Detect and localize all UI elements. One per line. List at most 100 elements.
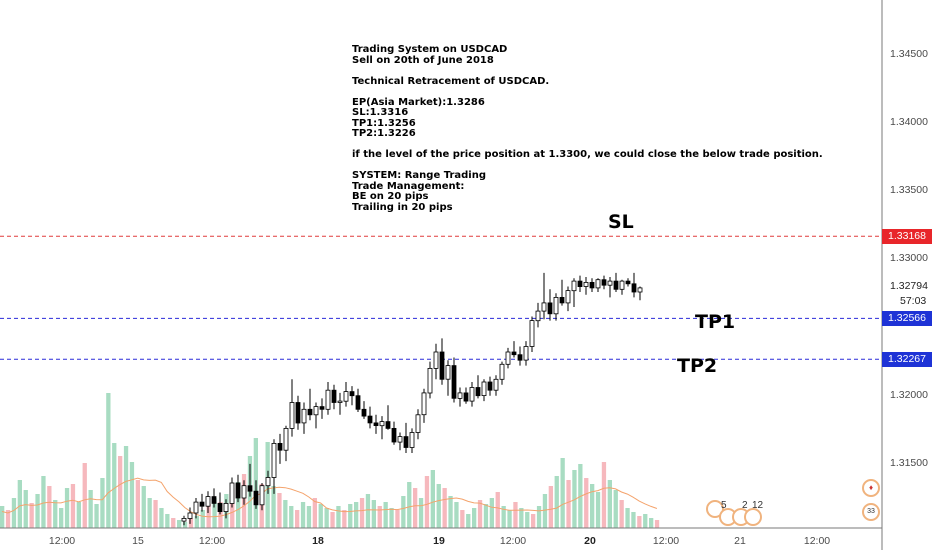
candle bbox=[409, 428, 415, 453]
volume-bar bbox=[477, 500, 483, 528]
candle bbox=[403, 422, 409, 453]
candle bbox=[259, 483, 265, 511]
volume-bar bbox=[147, 498, 152, 528]
volume-bar bbox=[637, 516, 642, 528]
volume-bar bbox=[312, 498, 317, 528]
candle bbox=[607, 277, 613, 298]
volume-bar bbox=[489, 498, 494, 528]
volume-bar bbox=[165, 514, 170, 528]
level-lines bbox=[0, 235, 882, 360]
volume-bar bbox=[613, 490, 618, 528]
annotation-line bbox=[352, 87, 823, 98]
volume-bar bbox=[342, 510, 347, 528]
candle bbox=[367, 406, 373, 429]
volume-bar bbox=[454, 502, 459, 528]
candle bbox=[493, 375, 499, 396]
volume-bar bbox=[153, 500, 158, 528]
volume-bar bbox=[94, 504, 99, 528]
volume-bar bbox=[566, 480, 571, 528]
price-tick-label: 1.33000 bbox=[890, 252, 928, 265]
volume-bar bbox=[53, 500, 58, 528]
volume-bar bbox=[359, 498, 365, 528]
candle bbox=[577, 275, 583, 292]
time-tick-label: 12:00 bbox=[803, 535, 831, 547]
time-tick-label: 12:00 bbox=[198, 535, 226, 547]
event-count: 2 bbox=[742, 500, 748, 511]
volume-bar bbox=[377, 506, 382, 528]
candle bbox=[445, 360, 451, 396]
volume-bar bbox=[159, 508, 164, 528]
volume-bar bbox=[625, 508, 630, 528]
volume-bar bbox=[123, 446, 129, 528]
volume-bar bbox=[649, 518, 654, 528]
volume-bar bbox=[200, 510, 205, 528]
candle bbox=[505, 347, 511, 369]
volume-bars bbox=[0, 393, 660, 528]
candles bbox=[181, 272, 643, 526]
volume-bar bbox=[525, 512, 530, 528]
volume-bar bbox=[82, 463, 87, 528]
event-flag-icon[interactable] bbox=[744, 508, 762, 526]
annotation-line: Trading System on USDCAD bbox=[352, 44, 508, 55]
volume-bar bbox=[41, 476, 46, 528]
candle bbox=[289, 379, 295, 437]
candle bbox=[631, 272, 637, 298]
candle bbox=[439, 338, 445, 385]
volume-bar bbox=[430, 470, 435, 528]
volume-bar bbox=[0, 506, 5, 528]
annotation-line: TP2:1.3226 bbox=[352, 128, 416, 139]
volume-bar bbox=[631, 512, 636, 528]
volume-bar bbox=[595, 492, 601, 528]
volume-bar bbox=[330, 512, 335, 528]
volume-bar bbox=[171, 518, 176, 528]
candle bbox=[583, 277, 589, 295]
tp1-label: TP1 bbox=[695, 311, 736, 333]
candle bbox=[277, 433, 283, 464]
volume-bar bbox=[371, 500, 376, 528]
price-tick-label: 1.34000 bbox=[890, 115, 928, 128]
candle bbox=[211, 488, 217, 508]
candle bbox=[361, 401, 367, 419]
volume-bar bbox=[17, 480, 22, 528]
candle bbox=[553, 293, 559, 321]
volume-bar bbox=[230, 488, 235, 528]
candle bbox=[571, 278, 577, 307]
volume-bar bbox=[76, 502, 81, 528]
volume-bar bbox=[542, 494, 548, 528]
volume-bar bbox=[11, 498, 17, 528]
candle bbox=[625, 278, 631, 287]
volume-bar bbox=[135, 480, 140, 528]
time-tick-label: 19 bbox=[433, 535, 445, 547]
candle bbox=[235, 474, 241, 503]
candle bbox=[619, 279, 625, 295]
price-tick-label: 1.32000 bbox=[890, 388, 928, 401]
volume-bar bbox=[619, 500, 624, 528]
volume-bar bbox=[88, 490, 93, 528]
annotation-line: SL:1.3316 bbox=[352, 107, 409, 118]
volume-bar bbox=[513, 502, 518, 528]
candle bbox=[187, 507, 193, 524]
annotation-line bbox=[352, 66, 823, 77]
candle bbox=[193, 498, 199, 519]
candle bbox=[307, 388, 313, 421]
volume-bar bbox=[348, 504, 353, 528]
volume-bar bbox=[194, 516, 199, 528]
volume-bar bbox=[643, 514, 648, 528]
candle bbox=[601, 275, 607, 290]
candle bbox=[229, 477, 235, 508]
candle bbox=[481, 379, 487, 402]
volume-bar bbox=[23, 490, 28, 528]
us-flag-icon[interactable]: 33 bbox=[862, 503, 880, 521]
volume-bar bbox=[188, 518, 194, 528]
volume-bar bbox=[531, 514, 536, 528]
volume-bar bbox=[424, 476, 430, 528]
candle bbox=[253, 480, 259, 509]
volume-bar bbox=[654, 520, 660, 528]
volume-bar bbox=[354, 502, 359, 528]
candle bbox=[517, 346, 523, 366]
volume-bar bbox=[436, 484, 441, 528]
volume-bar bbox=[283, 500, 288, 528]
candle bbox=[337, 392, 343, 415]
canada-flag-icon[interactable]: ♦ bbox=[862, 479, 880, 497]
